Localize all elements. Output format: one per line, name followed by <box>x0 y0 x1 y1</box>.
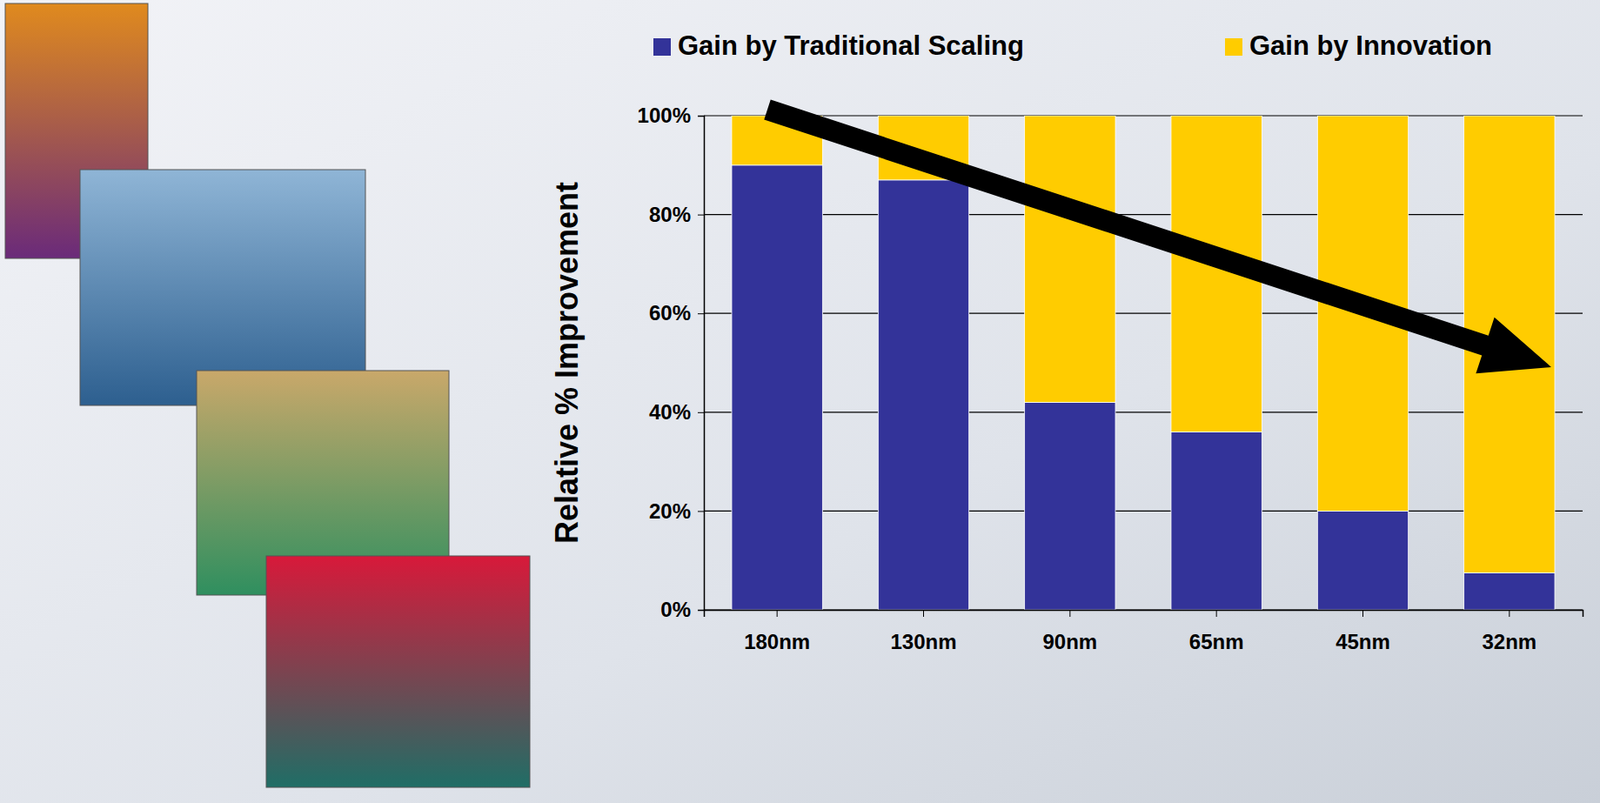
grid-line <box>703 114 1583 116</box>
grid <box>703 115 1583 610</box>
bars <box>731 115 1555 610</box>
bar <box>1464 572 1555 610</box>
tick-label: 90nm <box>1042 629 1098 654</box>
tick-label: 130nm <box>890 629 957 654</box>
tick: 130nm <box>890 609 957 654</box>
tick-label: 180nm <box>743 629 811 654</box>
tick: 20% <box>649 499 704 523</box>
tick-mark <box>1508 609 1510 617</box>
tick-label: 0% <box>660 597 691 622</box>
legend-item: Gain by Innovation <box>1225 30 1493 61</box>
tick-mark <box>1069 609 1071 617</box>
grid-line <box>703 313 1583 315</box>
tick-mark <box>697 115 704 117</box>
tick-mark <box>923 609 924 617</box>
tick-mark <box>1216 609 1218 617</box>
tick: 65nm <box>1189 609 1245 654</box>
tick-mark <box>697 313 704 315</box>
bar <box>877 180 969 610</box>
tick: 60% <box>649 301 704 325</box>
tick: 45nm <box>1335 609 1391 654</box>
tick-mark <box>1362 609 1364 617</box>
axis-line <box>704 610 1584 618</box>
tick-label: 32nm <box>1481 629 1537 654</box>
y-axis: 0% 20% 40% 60% 80% 100% <box>637 103 705 622</box>
tick-label: 60% <box>649 301 691 325</box>
grid-line <box>703 510 1583 512</box>
bar <box>731 165 823 610</box>
grid-line <box>703 214 1583 215</box>
legend: Gain by Traditional Scaling Gain by Innov… <box>653 30 1493 61</box>
tick: 90nm <box>1042 609 1098 654</box>
legend-item: Gain by Traditional Scaling <box>653 30 1025 61</box>
legend-swatch <box>1225 38 1243 56</box>
background <box>0 0 1600 803</box>
axis-line <box>697 116 705 611</box>
bar <box>1171 432 1262 610</box>
tick-mark <box>697 609 704 611</box>
picture <box>80 169 366 406</box>
bar <box>1024 401 1116 610</box>
bar <box>1024 115 1116 402</box>
x-axis: 180nm 130nm 90nm 65nm 45nm 32nm <box>704 609 1584 654</box>
tick: 0% <box>660 597 704 622</box>
tick-label: 65nm <box>1189 629 1245 654</box>
legend-swatch <box>653 38 671 56</box>
grid-line <box>703 411 1583 413</box>
bar <box>1317 510 1408 610</box>
tick-label: 40% <box>649 400 691 424</box>
tick: 40% <box>649 400 704 424</box>
chart: 0% 20% 40% 60% 80% 100% 180nm 130nm 90nm 65nm 45nm… <box>0 0 1600 803</box>
tick: 80% <box>649 202 704 227</box>
trend-arrow <box>763 100 1552 375</box>
tick-mark <box>697 214 704 216</box>
tick-label: 100% <box>637 103 691 128</box>
tick-label: 45nm <box>1335 629 1391 654</box>
tick: 32nm <box>1481 609 1537 654</box>
legend-label: Gain by Innovation <box>1249 30 1493 61</box>
axis-title: Relative % Improvement <box>548 181 585 544</box>
tick-mark <box>697 510 704 512</box>
tick-label: 80% <box>649 202 691 227</box>
tick: 100% <box>637 103 704 128</box>
legend-label: Gain by Traditional Scaling <box>677 30 1025 61</box>
tick-mark <box>776 609 778 617</box>
series <box>731 115 1555 573</box>
tick-label: 20% <box>649 499 691 523</box>
tick: 180nm <box>743 609 811 654</box>
picture <box>266 555 530 788</box>
tick-mark <box>697 412 704 414</box>
